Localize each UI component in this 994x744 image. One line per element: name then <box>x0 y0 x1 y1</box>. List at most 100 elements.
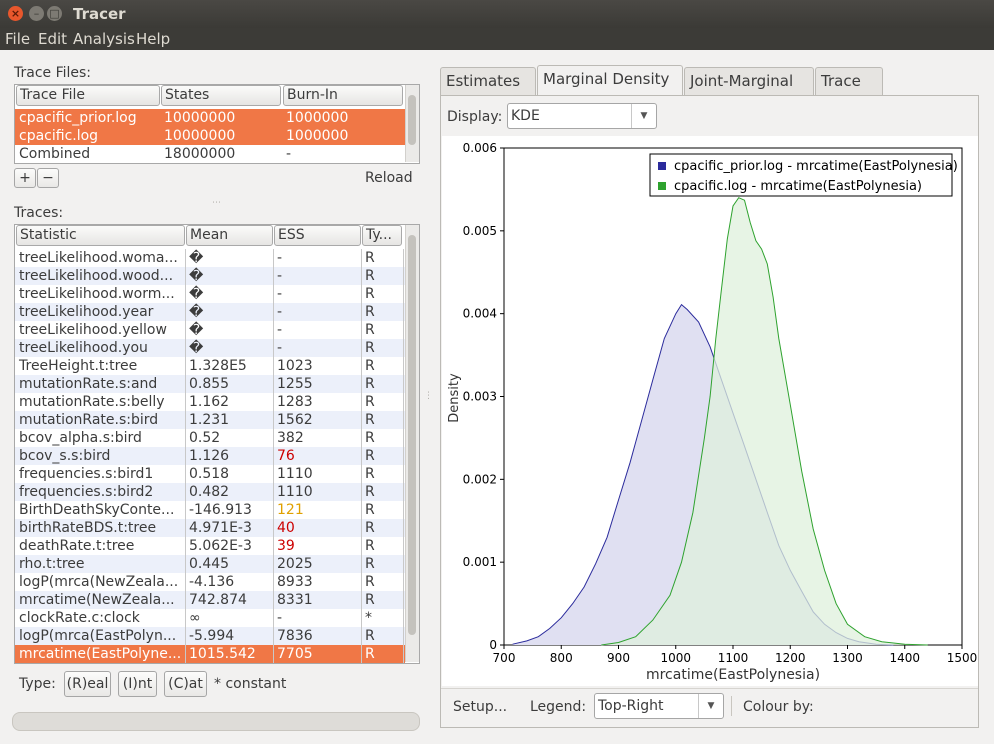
trace-row[interactable]: bcov_s.s:bird 1.126 76 R <box>15 447 405 465</box>
trace-row[interactable]: deathRate.t:tree 5.062E-3 39 R <box>15 537 405 555</box>
trace-mean: 1.328E5 <box>186 357 274 375</box>
trace-row[interactable]: treeLikelihood.you � - R <box>15 339 405 357</box>
trace-row[interactable]: treeLikelihood.wood... � - R <box>15 267 405 285</box>
trace-row[interactable]: treeLikelihood.woma... � - R <box>15 249 405 267</box>
type-cat-button[interactable]: (C)at <box>164 671 207 697</box>
trace-file-states: 10000000 <box>164 128 236 144</box>
trace-row[interactable]: treeLikelihood.worm... � - R <box>15 285 405 303</box>
menu-analysis[interactable]: Analysis <box>73 30 135 48</box>
density-area-1 <box>601 197 928 645</box>
setup-button[interactable]: Setup... <box>453 699 508 715</box>
trace-row[interactable]: treeLikelihood.year � - R <box>15 303 405 321</box>
trace-row[interactable]: clockRate.c:clock ∞ - * <box>15 609 405 627</box>
trace-statistic: logP(mrca(NewZeala... <box>16 573 186 591</box>
col-burn-in[interactable]: Burn-In <box>283 85 403 106</box>
trace-ess: - <box>274 321 362 339</box>
trace-row[interactable]: mutationRate.s:belly 1.162 1283 R <box>15 393 405 411</box>
trace-ess: 39 <box>274 537 362 555</box>
trace-ess: 382 <box>274 429 362 447</box>
col-mean[interactable]: Mean <box>186 225 273 246</box>
menu-help[interactable]: Help <box>136 30 171 48</box>
scroll-thumb[interactable] <box>408 95 416 145</box>
tab-joint-marginal[interactable]: Joint-Marginal <box>684 67 814 115</box>
trace-row[interactable]: frequencies.s:bird1 0.518 1110 R <box>15 465 405 483</box>
col-states[interactable]: States <box>161 85 281 106</box>
trace-ess: 1562 <box>274 411 362 429</box>
trace-file-name: cpacific.log <box>19 128 99 144</box>
trace-row[interactable]: bcov_alpha.s:bird 0.52 382 R <box>15 429 405 447</box>
trace-ess: 1255 <box>274 375 362 393</box>
trace-row[interactable]: birthRateBDS.t:tree 4.971E-3 40 R <box>15 519 405 537</box>
legend-select-value: Top-Right <box>598 698 664 714</box>
traces-scrollbar[interactable] <box>405 225 419 662</box>
menu-file[interactable]: File <box>5 30 31 48</box>
trace-type: R <box>362 339 404 357</box>
trace-row[interactable]: mutationRate.s:and 0.855 1255 R <box>15 375 405 393</box>
trace-type: R <box>362 627 404 645</box>
trace-file-row[interactable]: cpacific_prior.log 10000000 1000000 <box>15 109 405 127</box>
trace-mean: ∞ <box>186 609 274 627</box>
trace-ess: 121 <box>274 501 362 519</box>
legend-select[interactable]: Top-Right ▼ <box>594 693 724 719</box>
trace-ess: 7836 <box>274 627 362 645</box>
tab-marginal-density[interactable]: Marginal Density <box>537 65 683 112</box>
trace-row[interactable]: mrcatime(EastPolyne... 1015.542 7705 R <box>15 645 405 663</box>
trace-row[interactable]: frequencies.s:bird2 0.482 1110 R <box>15 483 405 501</box>
trace-statistic: clockRate.c:clock <box>16 609 186 627</box>
trace-ess: - <box>274 303 362 321</box>
trace-statistic: TreeHeight.t:tree <box>16 357 186 375</box>
trace-files-scrollbar[interactable] <box>405 85 419 162</box>
reload-button[interactable]: Reload <box>365 170 413 186</box>
scroll-thumb[interactable] <box>408 235 416 635</box>
trace-files-table: Trace File States Burn-In cpacific_prior… <box>14 84 420 164</box>
trace-mean: � <box>186 321 274 339</box>
trace-row[interactable]: mrcatime(NewZeala... 742.874 8331 R <box>15 591 405 609</box>
trace-row[interactable]: logP(mrca(EastPolyn... -5.994 7836 R <box>15 627 405 645</box>
type-int-button[interactable]: (I)nt <box>118 671 157 697</box>
type-real-button[interactable]: (R)eal <box>64 671 111 697</box>
constant-note: * constant <box>214 676 287 692</box>
col-type[interactable]: Ty... <box>362 225 402 246</box>
minimize-window-button[interactable]: – <box>29 6 44 21</box>
trace-file-row[interactable]: Combined 18000000 - <box>15 145 405 163</box>
trace-file-row[interactable]: cpacific.log 10000000 1000000 <box>15 127 405 145</box>
tab-trace[interactable]: Trace <box>815 67 883 113</box>
trace-type: R <box>362 537 404 555</box>
remove-trace-button[interactable]: − <box>37 168 59 188</box>
trace-type: R <box>362 447 404 465</box>
col-ess[interactable]: ESS <box>274 225 361 246</box>
maximize-window-button[interactable]: □ <box>47 6 62 21</box>
trace-mean: 1015.542 <box>186 645 274 663</box>
tab-estimates[interactable]: Estimates μ <box>440 67 536 116</box>
trace-mean: 0.855 <box>186 375 274 393</box>
col-trace-file[interactable]: Trace File <box>16 85 160 106</box>
trace-row[interactable]: rho.t:tree 0.445 2025 R <box>15 555 405 573</box>
split-handle[interactable]: ⋯ <box>212 198 221 208</box>
trace-row[interactable]: treeLikelihood.yellow � - R <box>15 321 405 339</box>
trace-ess: - <box>274 609 362 627</box>
x-tick-label: 900 <box>607 651 630 665</box>
trace-ess: 76 <box>274 447 362 465</box>
trace-row[interactable]: logP(mrca(NewZeala... -4.136 8933 R <box>15 573 405 591</box>
close-window-button[interactable]: × <box>8 6 23 21</box>
legend-box <box>649 153 953 197</box>
menu-edit[interactable]: Edit <box>38 30 68 48</box>
split-handle-vertical[interactable]: ⋮ <box>424 391 433 401</box>
add-trace-button[interactable]: + <box>14 168 36 188</box>
trace-ess: 8331 <box>274 591 362 609</box>
x-tick-label: 1300 <box>832 651 863 665</box>
display-select-value: KDE <box>511 108 540 124</box>
trace-file-name: Combined <box>19 146 91 162</box>
col-statistic[interactable]: Statistic <box>16 225 185 246</box>
display-select[interactable]: KDE ▼ <box>507 103 657 129</box>
trace-row[interactable]: TreeHeight.t:tree 1.328E5 1023 R <box>15 357 405 375</box>
trace-row[interactable]: mutationRate.s:bird 1.231 1562 R <box>15 411 405 429</box>
trace-row[interactable]: BirthDeathSkyConte... -146.913 121 R <box>15 501 405 519</box>
type-label: Type: <box>19 676 56 692</box>
x-tick-label: 1100 <box>718 651 749 665</box>
trace-statistic: treeLikelihood.yellow <box>16 321 186 339</box>
y-tick-label: 0.004 <box>463 307 497 321</box>
trace-files-label: Trace Files: <box>14 65 92 81</box>
trace-statistic: bcov_s.s:bird <box>16 447 186 465</box>
trace-ess: - <box>274 267 362 285</box>
